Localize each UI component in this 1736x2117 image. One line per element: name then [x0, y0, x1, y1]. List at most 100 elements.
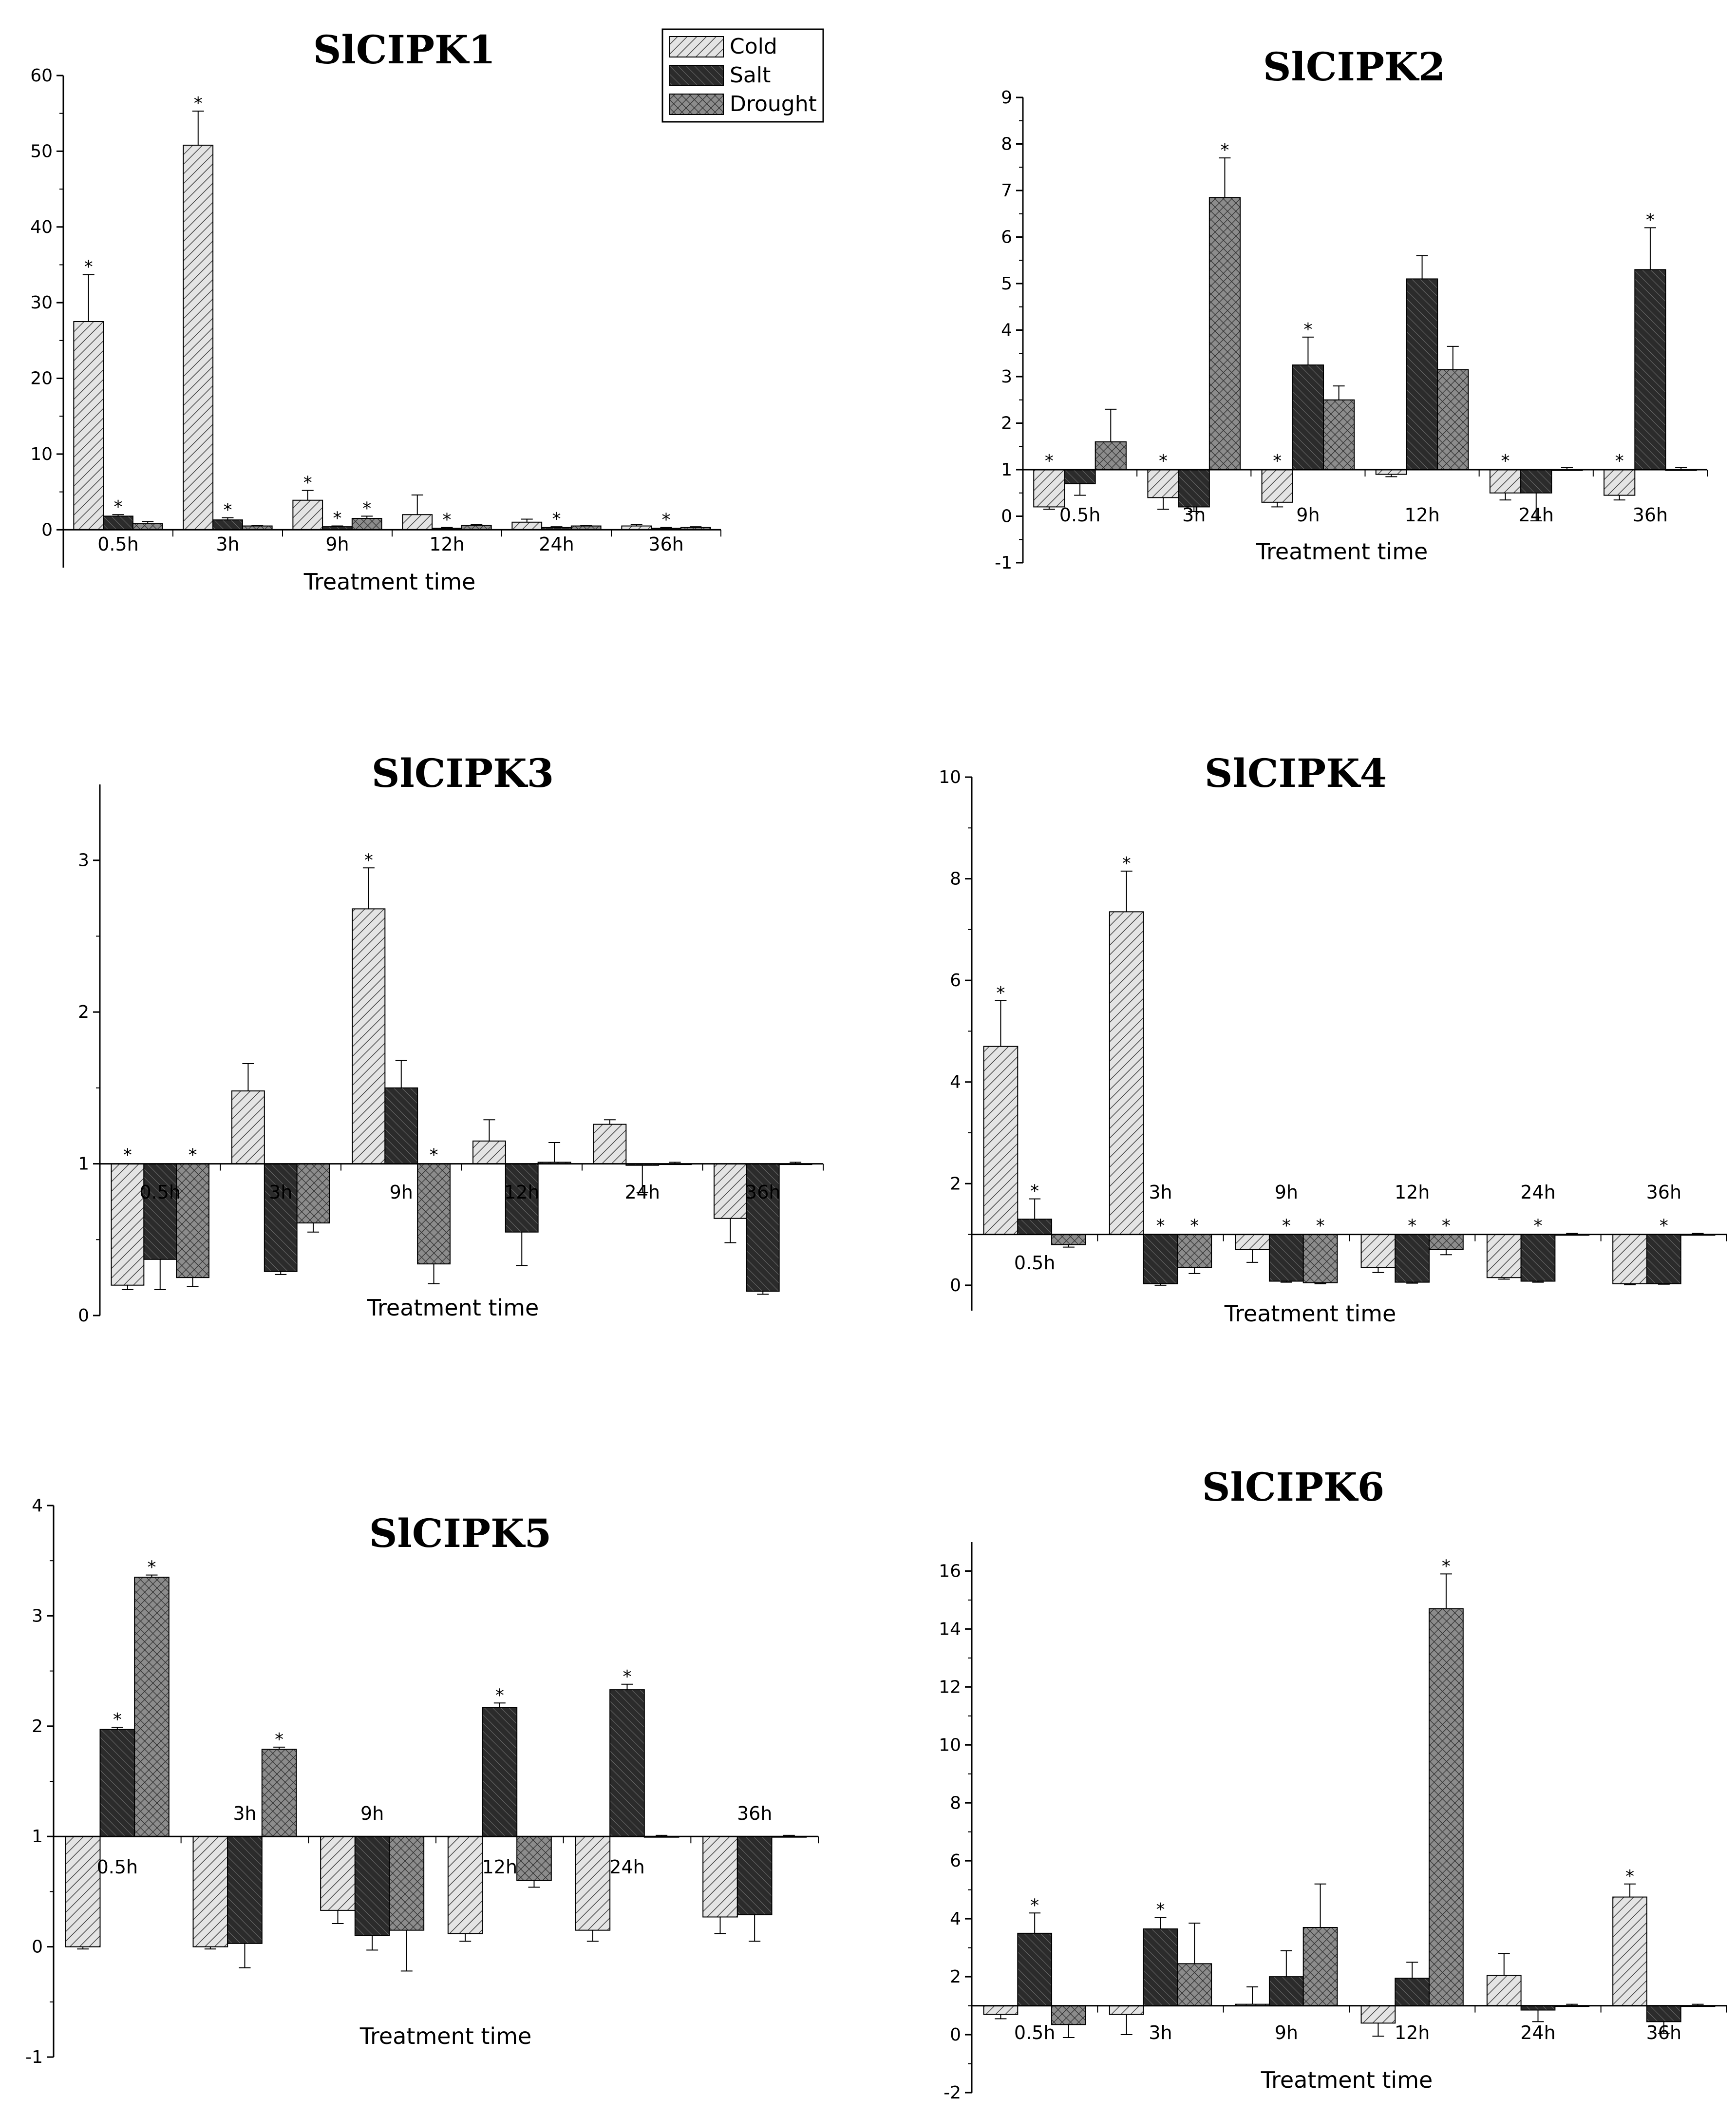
- bar-salt-0-5h: [1017, 1219, 1053, 1235]
- y-tick-label: -1: [995, 553, 1012, 573]
- significance-marker: *: [147, 1558, 156, 1578]
- legend-label-drought: Drought: [730, 92, 817, 116]
- significance-marker: *: [1625, 1867, 1634, 1887]
- x-tick-label: 24h: [625, 1182, 660, 1203]
- legend: Cold Salt Drought: [661, 28, 824, 123]
- significance-marker: *: [364, 850, 373, 870]
- bar-salt-3h: [1143, 1234, 1178, 1284]
- significance-marker: *: [1273, 451, 1282, 471]
- significance-marker: *: [113, 1710, 122, 1730]
- y-tick-label: -1: [25, 2047, 43, 2067]
- legend-swatch-cold: [669, 36, 724, 57]
- bar-cold-3h: [183, 144, 214, 531]
- y-tick-label: 3: [1001, 367, 1012, 387]
- x-tick-label: 9h: [390, 1182, 413, 1203]
- significance-marker: *: [662, 510, 671, 530]
- chart-panel-slcipk2: SlCIPK2 -1 0 1 2 3 4 5 6 7 8 9 * 0.5h * * 3h * * 9h 12h * 24h *…: [995, 44, 1708, 573]
- bar-cold-36h: [1612, 1234, 1647, 1284]
- bar-cold-0-5h: [73, 321, 104, 531]
- x-tick-label: 36h: [1646, 2022, 1681, 2043]
- bar-salt-0-5h: [99, 1729, 135, 1837]
- x-axis-label: Treatment time: [1256, 538, 1428, 565]
- y-tick-label: 7: [1001, 181, 1012, 201]
- bar-cold-3h: [1109, 2005, 1144, 2015]
- y-tick-label: 5: [1001, 274, 1012, 294]
- chart-title: SlCIPK2: [1263, 44, 1446, 90]
- y-tick-label: 16: [939, 1561, 961, 1581]
- significance-marker: *: [1646, 210, 1655, 230]
- y-tick-label: 3: [32, 1606, 43, 1626]
- significance-marker: *: [1282, 1216, 1291, 1236]
- y-tick-label: 8: [950, 869, 961, 889]
- x-tick-label: 36h: [745, 1182, 780, 1203]
- bar-salt-36h: [1646, 1234, 1681, 1284]
- bar-cold-24h: [593, 1124, 627, 1164]
- x-tick-label: 0.5h: [1014, 1252, 1056, 1274]
- significance-marker: *: [1408, 1216, 1416, 1236]
- bar-cold-24h: [1486, 1975, 1522, 2006]
- bar-drought-0-5h: [1094, 441, 1127, 471]
- legend-label-cold: Cold: [730, 34, 777, 59]
- bar-salt-3h: [1143, 1928, 1178, 2006]
- legend-label-salt: Salt: [730, 63, 771, 88]
- significance-marker: *: [123, 1145, 132, 1165]
- significance-marker: *: [1501, 451, 1510, 471]
- significance-marker: *: [1045, 451, 1054, 471]
- bar-cold-24h: [1489, 469, 1522, 494]
- chart-title: SlCIPK6: [1202, 1464, 1385, 1510]
- significance-marker: *: [333, 509, 342, 529]
- bar-drought-0-5h: [132, 523, 163, 531]
- y-tick-label: 2: [32, 1716, 43, 1736]
- x-tick-label: 24h: [609, 1856, 644, 1878]
- bar-salt-36h: [1646, 2005, 1681, 2022]
- bar-cold-9h: [1235, 1234, 1270, 1250]
- x-tick-label: 3h: [1149, 1182, 1172, 1203]
- x-axis-label: Treatment time: [1261, 2067, 1433, 2093]
- y-tick-label: 2: [950, 1174, 961, 1194]
- x-tick-label: 24h: [1520, 2022, 1555, 2043]
- x-tick-label: 3h: [233, 1803, 256, 1824]
- significance-marker: *: [114, 497, 123, 517]
- bar-salt-9h: [354, 1836, 390, 1936]
- significance-marker: *: [1660, 1216, 1668, 1236]
- x-tick-label: 36h: [737, 1803, 772, 1824]
- bar-cold-36h: [702, 1836, 738, 1918]
- bar-cold-3h: [1109, 911, 1144, 1235]
- bar-salt-9h: [384, 1087, 418, 1164]
- x-tick-label: 12h: [429, 534, 464, 555]
- x-tick-label: 9h: [1275, 2022, 1298, 2043]
- significance-marker: *: [1156, 1216, 1165, 1236]
- x-tick-label: 36h: [1646, 1182, 1681, 1203]
- y-tick-label: 20: [30, 369, 53, 389]
- bar-cold-12h: [447, 1836, 483, 1934]
- bar-drought-3h: [1177, 1963, 1212, 2006]
- bar-salt-3h: [264, 1163, 298, 1272]
- y-tick-label: 1: [78, 1154, 89, 1174]
- y-tick-label: 30: [30, 293, 53, 313]
- y-tick-label: 4: [32, 1496, 43, 1516]
- x-tick-label: 12h: [1395, 2022, 1430, 2043]
- bar-salt-3h: [1178, 469, 1210, 508]
- y-tick-label: 12: [939, 1677, 961, 1697]
- bar-cold-0-5h: [983, 1046, 1019, 1235]
- x-axis-label: Treatment time: [367, 1295, 539, 1321]
- bar-salt-9h: [1268, 1976, 1304, 2006]
- x-tick-label: 12h: [1395, 1182, 1430, 1203]
- significance-marker: *: [1030, 1182, 1039, 1202]
- bar-salt-12h: [1406, 278, 1438, 470]
- bar-cold-3h: [192, 1836, 228, 1947]
- bar-cold-24h: [575, 1836, 611, 1931]
- x-axis-label: Treatment time: [1224, 1300, 1396, 1327]
- y-tick-label: 6: [950, 1851, 961, 1871]
- x-tick-label: 0.5h: [1059, 504, 1101, 526]
- bar-cold-36h: [1612, 1896, 1647, 2006]
- x-tick-label: 3h: [1149, 2022, 1172, 2043]
- bar-salt-36h: [736, 1836, 773, 1915]
- bar-cold-0-5h: [111, 1163, 145, 1286]
- significance-marker: *: [194, 94, 203, 114]
- x-tick-label: 0.5h: [139, 1182, 181, 1203]
- bar-salt-9h: [1268, 1234, 1304, 1282]
- bar-drought-9h: [351, 518, 382, 531]
- significance-marker: *: [623, 1667, 632, 1687]
